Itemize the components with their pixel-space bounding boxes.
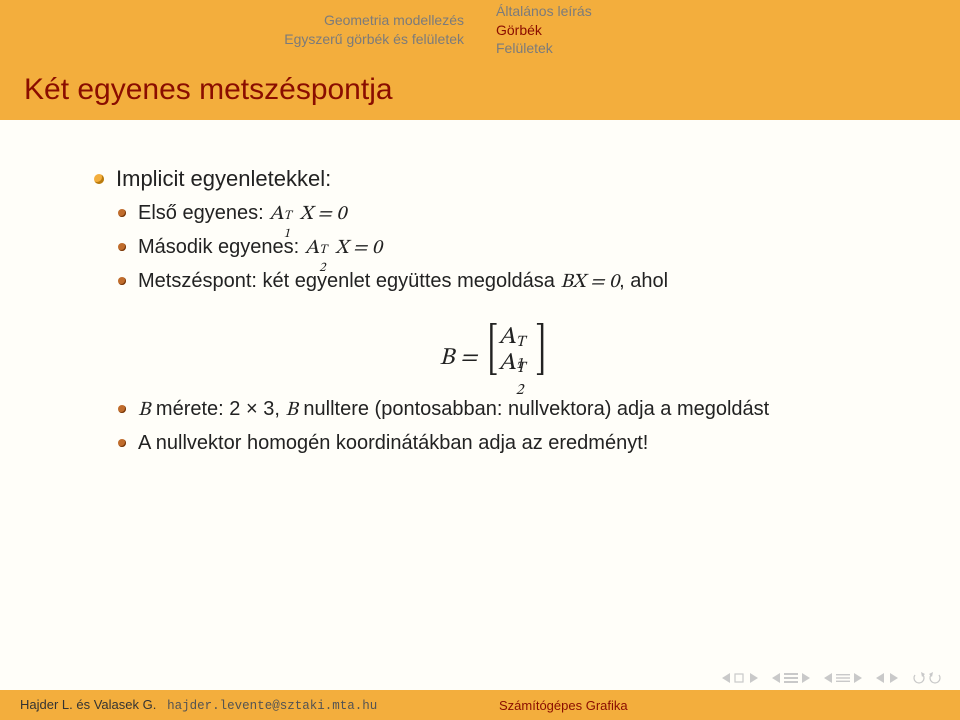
right-bracket-icon: ] bbox=[535, 322, 546, 378]
header-left-line-2: Egyszerű görbék és felületek bbox=[284, 30, 464, 49]
nav-icons bbox=[722, 672, 942, 684]
nav-item-curves[interactable]: Görbék bbox=[496, 21, 542, 40]
footer-right: Számítógépes Grafika bbox=[481, 698, 960, 713]
bullet-b-size: B mérete: 2 × 3, B nulltere (pontosabban… bbox=[90, 396, 900, 424]
equation-bx: BX = 0 bbox=[560, 272, 619, 292]
eq-lhs: B bbox=[440, 346, 455, 370]
square-icon bbox=[734, 673, 746, 683]
b-text-1: mérete: 2 × 3, bbox=[150, 398, 285, 420]
b-ital-1: B bbox=[138, 400, 150, 420]
bullet-implicit: Implicit egyenletekkel: bbox=[90, 164, 900, 194]
triangle-left-icon bbox=[772, 673, 782, 683]
bullet-nullvector: A nullvektor homogén koordinátákban adja… bbox=[90, 430, 900, 457]
nav-item-overview[interactable]: Általános leírás bbox=[496, 2, 592, 21]
bullet-intersection: Metszéspont: két egyenlet együttes megol… bbox=[90, 268, 900, 296]
bullet-text: Implicit egyenletekkel: bbox=[116, 166, 331, 191]
nav-item-surfaces[interactable]: Felületek bbox=[496, 39, 553, 58]
bullet-first-line: Első egyenes: AT1X = 0 bbox=[90, 200, 900, 228]
footer-email: hajder.levente@sztaki.mta.hu bbox=[167, 699, 377, 713]
left-bracket-icon: [ bbox=[487, 322, 498, 378]
header-left-line-1: Geometria modellezés bbox=[324, 11, 464, 30]
slide-title: Két egyenes metszéspontja bbox=[0, 73, 393, 107]
footer-title: Számítógépes Grafika bbox=[499, 698, 628, 713]
bullet-text: Első egyenes: bbox=[138, 202, 269, 224]
triangle-right-icon bbox=[800, 673, 810, 683]
matrix-equation: B = [ AT1 AT2 ] bbox=[90, 322, 900, 378]
triangle-right-icon bbox=[852, 673, 862, 683]
bullet-text: A nullvektor homogén koordinátákban adja… bbox=[138, 432, 648, 454]
matrix: [ AT1 AT2 ] bbox=[483, 322, 551, 378]
triangle-left-icon bbox=[876, 673, 886, 683]
matrix-row-1: AT1 bbox=[498, 324, 534, 350]
nav-first-group[interactable] bbox=[722, 673, 758, 683]
header-band: Geometria modellezés Egyszerű görbék és … bbox=[0, 0, 960, 60]
nav-back-forward[interactable] bbox=[876, 673, 898, 683]
b-ital-2: B bbox=[285, 400, 297, 420]
undo-icon bbox=[912, 672, 926, 684]
bars-icon bbox=[784, 673, 798, 683]
redo-icon bbox=[928, 672, 942, 684]
triangle-left-icon bbox=[722, 673, 732, 683]
nav-undo-redo[interactable] bbox=[912, 672, 942, 684]
equation-a2tx: AT2X = 0 bbox=[305, 238, 382, 258]
triangle-left-icon bbox=[824, 673, 834, 683]
matrix-column: AT1 AT2 bbox=[498, 324, 534, 376]
slide: Geometria modellezés Egyszerű görbék és … bbox=[0, 0, 960, 720]
footer-left: Hajder L. és Valasek G. hajder.levente@s… bbox=[0, 697, 481, 713]
header-right: Általános leírás Görbék Felületek bbox=[480, 0, 960, 60]
lines-icon bbox=[836, 673, 850, 683]
footer-authors: Hajder L. és Valasek G. bbox=[20, 697, 156, 712]
header-columns: Geometria modellezés Egyszerű görbék és … bbox=[0, 0, 960, 60]
title-band: Két egyenes metszéspontja bbox=[0, 60, 960, 120]
b-text-2: nulltere (pontosabban: nullvektora) adja… bbox=[298, 398, 769, 420]
content: Implicit egyenletekkel: Első egyenes: AT… bbox=[0, 150, 960, 680]
bullet-text-post: , ahol bbox=[619, 270, 668, 292]
header-left: Geometria modellezés Egyszerű görbék és … bbox=[0, 0, 480, 60]
nav-prev-section[interactable] bbox=[772, 673, 810, 683]
triangle-right-icon bbox=[888, 673, 898, 683]
footer: Hajder L. és Valasek G. hajder.levente@s… bbox=[0, 690, 960, 720]
bullet-text: Második egyenes: bbox=[138, 236, 305, 258]
bullet-text: Metszéspont: két egyenlet együttes megol… bbox=[138, 270, 560, 292]
bullet-second-line: Második egyenes: AT2X = 0 bbox=[90, 234, 900, 262]
triangle-right-icon bbox=[748, 673, 758, 683]
eq-equals: = bbox=[460, 346, 483, 370]
nav-prev-slide[interactable] bbox=[824, 673, 862, 683]
equation-a1tx: AT1X = 0 bbox=[269, 204, 346, 224]
